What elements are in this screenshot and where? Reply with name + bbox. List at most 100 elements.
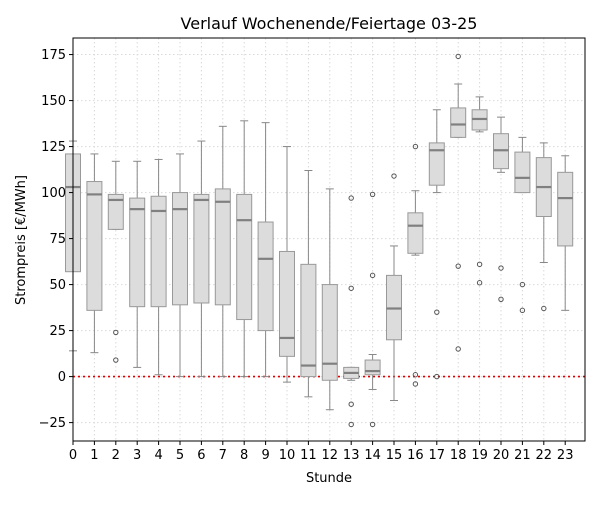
outlier-point <box>519 281 526 288</box>
box-14 <box>364 191 381 428</box>
x-tick-label: 12 <box>322 448 339 463</box>
plot-area-frame <box>72 37 586 442</box>
outlier-point <box>348 421 354 428</box>
x-tick-label: 20 <box>493 448 510 463</box>
box-4 <box>150 158 167 376</box>
box-20 <box>493 116 509 303</box>
box-iqr <box>514 151 531 194</box>
outlier-point <box>519 307 526 314</box>
x-tick-label: 10 <box>279 448 296 463</box>
outlier-point <box>113 329 119 336</box>
box-10 <box>279 146 295 383</box>
outlier-point <box>348 195 354 201</box>
x-tick-label: 1 <box>90 448 98 463</box>
x-tick-label: 18 <box>450 448 467 463</box>
box-iqr <box>86 181 103 311</box>
outlier-point <box>348 401 354 407</box>
outlier-point <box>113 357 119 363</box>
x-tick-label: 2 <box>112 448 120 463</box>
outlier-point <box>348 285 354 291</box>
y-tick-label: 75 <box>49 232 66 247</box>
box-22 <box>535 142 552 312</box>
x-tick-label: 23 <box>557 448 574 463</box>
box-13 <box>343 195 360 428</box>
x-tick-label: 15 <box>386 448 403 463</box>
outlier-point <box>455 263 461 269</box>
x-tick-label: 17 <box>429 448 446 463</box>
outlier-point <box>541 305 547 312</box>
box-iqr <box>193 193 210 304</box>
box-iqr <box>300 263 317 378</box>
box-iqr <box>364 359 381 376</box>
outlier-point <box>434 373 440 380</box>
x-tick-label: 4 <box>154 448 162 463</box>
box-8 <box>236 120 253 378</box>
box-iqr <box>107 193 124 230</box>
chart-title: Verlauf Wochenende/Feiertage 03-25 <box>181 14 478 33</box>
x-tick-label: 11 <box>300 448 317 463</box>
outlier-point <box>498 265 504 271</box>
box-iqr <box>557 171 574 247</box>
outlier-point <box>412 143 419 150</box>
y-tick-label: 50 <box>49 278 66 293</box>
box-iqr <box>214 188 231 306</box>
box-1 <box>86 153 103 354</box>
y-tick-label: 100 <box>41 186 66 201</box>
box-23 <box>557 155 574 311</box>
box-iqr <box>321 284 338 381</box>
box-21 <box>514 136 531 314</box>
box-iqr <box>172 192 188 306</box>
box-15 <box>386 173 402 402</box>
outlier-point <box>476 261 483 268</box>
box-12 <box>321 188 338 411</box>
box-16 <box>407 143 424 387</box>
box-3 <box>129 160 146 368</box>
outlier-point <box>412 381 419 387</box>
x-tick-label: 14 <box>364 448 381 463</box>
box-5 <box>172 153 188 378</box>
y-tick-label: 125 <box>41 140 66 155</box>
outlier-point <box>369 272 376 279</box>
box-11 <box>300 169 317 398</box>
box-iqr <box>450 107 467 138</box>
outlier-point <box>391 173 397 179</box>
x-axis-label: Stunde <box>306 471 352 486</box>
x-tick-label: 13 <box>343 448 360 463</box>
box-iqr <box>150 195 167 308</box>
boxes-layer <box>65 53 574 428</box>
outlier-point <box>434 309 440 315</box>
y-tick-label: −25 <box>39 416 66 431</box>
box-17 <box>428 109 445 380</box>
x-tick-label: 9 <box>261 448 269 463</box>
box-18 <box>450 53 467 352</box>
y-tick-label: 0 <box>58 370 66 385</box>
x-axis-ticks: 0 1 2 3 4 5 6 7 8 9 10 11 12 13 14 15 16 17 18 19 20 21 22 23 <box>69 441 574 463</box>
x-tick-label: 7 <box>219 448 227 463</box>
outlier-point <box>412 372 419 378</box>
y-tick-label: 175 <box>41 48 66 63</box>
box-iqr <box>236 193 253 321</box>
outlier-point <box>369 421 376 428</box>
x-tick-label: 8 <box>240 448 248 463</box>
outlier-point <box>476 280 483 286</box>
box-9 <box>257 122 274 378</box>
x-tick-label: 22 <box>536 448 553 463</box>
box-iqr <box>279 250 295 357</box>
box-7 <box>214 125 231 378</box>
y-tick-label: 150 <box>41 94 66 109</box>
x-tick-label: 16 <box>407 448 424 463</box>
x-tick-label: 6 <box>197 448 205 463</box>
box-iqr <box>257 221 274 332</box>
box-19 <box>471 96 488 286</box>
outlier-point <box>498 296 504 303</box>
outlier-point <box>369 191 376 198</box>
outlier-point <box>455 53 461 60</box>
outlier-point <box>455 346 461 352</box>
box-iqr <box>129 197 146 308</box>
x-tick-label: 0 <box>69 448 77 463</box>
box-6 <box>193 140 210 378</box>
x-tick-label: 21 <box>514 448 531 463</box>
box-iqr <box>407 212 424 254</box>
